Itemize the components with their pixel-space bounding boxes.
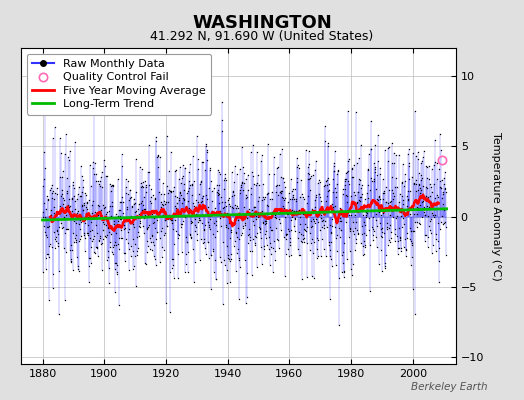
Text: Berkeley Earth: Berkeley Earth (411, 382, 487, 392)
Text: WASHINGTON: WASHINGTON (192, 14, 332, 32)
Legend: Raw Monthly Data, Quality Control Fail, Five Year Moving Average, Long-Term Tren: Raw Monthly Data, Quality Control Fail, … (27, 54, 212, 115)
Y-axis label: Temperature Anomaly (°C): Temperature Anomaly (°C) (491, 132, 501, 280)
Text: 41.292 N, 91.690 W (United States): 41.292 N, 91.690 W (United States) (150, 30, 374, 43)
